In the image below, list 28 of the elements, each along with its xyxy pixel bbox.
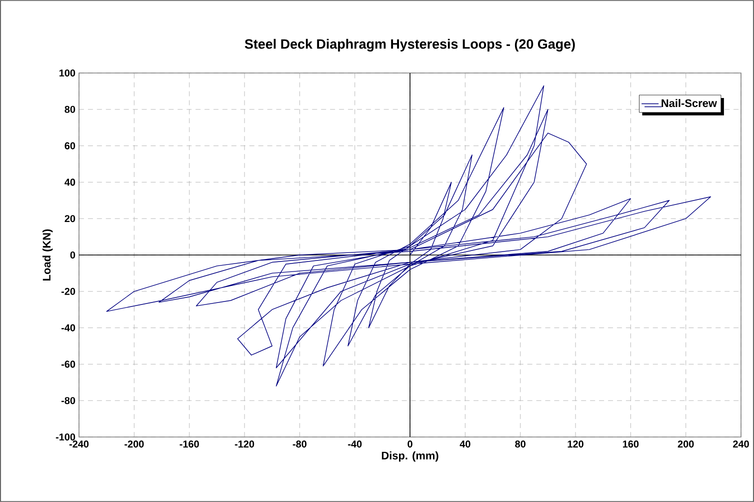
x-tick-label: 160 (622, 440, 639, 448)
x-tick-label: -200 (124, 440, 144, 448)
y-axis-title: Load (KN) (42, 229, 53, 280)
y-tick-label: 20 (64, 215, 76, 222)
x-tick-label: 200 (678, 440, 694, 448)
x-tick-label: -120 (234, 440, 254, 448)
x-tick-label: 240 (733, 440, 749, 448)
y-tick-label: -20 (61, 288, 76, 295)
x-tick-label: 40 (460, 440, 470, 448)
x-tick-label: -40 (348, 440, 362, 448)
y-tick-label: 80 (64, 106, 76, 113)
x-tick-label: 0 (408, 440, 412, 448)
y-tick-label: 40 (64, 178, 76, 186)
legend-label: Nail-Screw (662, 99, 717, 108)
y-tick-label: 60 (64, 142, 76, 150)
x-tick-label: 120 (568, 440, 584, 448)
chart-title: Steel Deck Diaphragm Hysteresis Loops - (20 Gage) (244, 38, 575, 52)
y-tick-label: -40 (61, 324, 76, 332)
x-tick-label: -160 (180, 440, 199, 448)
x-axis-title: Disp. (mm) (382, 451, 438, 462)
x-tick-label: 80 (515, 440, 526, 448)
y-tick-label: -60 (61, 360, 76, 368)
y-tick-label: -80 (61, 397, 76, 404)
y-tick-label: -100 (56, 433, 76, 441)
y-tick-label: 100 (59, 69, 76, 77)
x-tick-label: -80 (292, 440, 306, 448)
x-tick-label: -240 (69, 440, 89, 448)
y-tick-label: 0 (70, 251, 76, 259)
